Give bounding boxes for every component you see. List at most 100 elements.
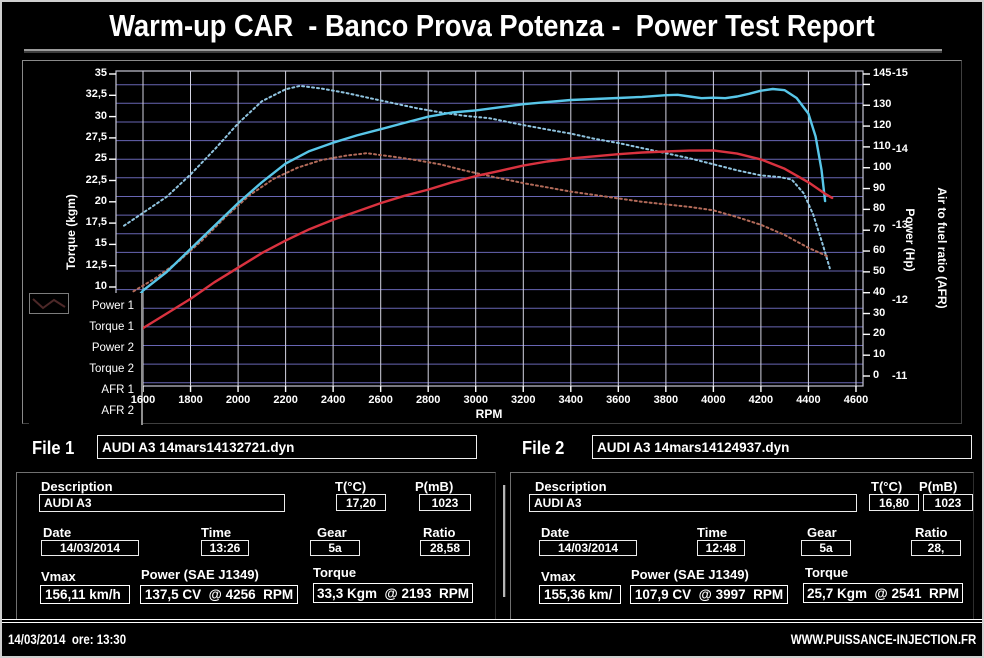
power-tick-label: 80 xyxy=(873,202,886,215)
legend-item-label: Torque 2 xyxy=(89,362,134,375)
afr-tick-label: -13 xyxy=(892,218,908,231)
pressure-value: 1023 xyxy=(923,494,973,511)
chart-legend: Power 1 Torque 1 Power 2 Torque 2 AFR 1 AFR 2 xyxy=(29,293,143,425)
ratio-label: Ratio xyxy=(915,525,948,540)
torque-peak-value: 33,3 Kgm @ 2193 RPM xyxy=(313,583,473,603)
time-value: 13:26 xyxy=(201,540,249,556)
rpm-tick-label: 2400 xyxy=(320,394,346,406)
vmax-label: Vmax xyxy=(41,569,76,584)
rpm-tick-label: 4000 xyxy=(701,394,726,406)
file1-label: File 1 xyxy=(32,438,75,458)
rpm-tick-label: 4600 xyxy=(843,394,869,406)
file2-name-field[interactable] xyxy=(592,435,972,459)
power-tick-label: 70 xyxy=(873,223,886,236)
pressure-value: 1023 xyxy=(419,494,471,511)
power-tick-label: 130 xyxy=(873,98,892,111)
chart-canvas xyxy=(109,70,870,392)
file2-label: File 2 xyxy=(522,438,565,458)
description-value: AUDI A3 xyxy=(529,494,857,512)
rpm-tick-label: 3400 xyxy=(558,394,584,406)
torque-tick-label: 10 xyxy=(94,280,107,292)
date-value: 14/03/2014 xyxy=(539,540,637,556)
torque-tick-label: 12,5 xyxy=(85,258,107,271)
power-tick-label: 30 xyxy=(873,306,886,319)
axis-ticks xyxy=(109,73,870,392)
temp-label: T(°C) xyxy=(871,479,903,494)
torque-tick-label: 32,5 xyxy=(85,88,107,101)
time-label: Time xyxy=(697,525,728,540)
power-tick-label: 120 xyxy=(873,119,892,132)
pressure-label: P(mB) xyxy=(919,479,958,494)
footer-website: WWW.PUISSANCE-INJECTION.FR xyxy=(790,631,976,647)
gear-label: Gear xyxy=(317,525,347,540)
torque-tick-label: 30 xyxy=(94,109,107,122)
power2-curve xyxy=(132,149,834,336)
description-label: Description xyxy=(535,479,607,494)
rpm-tick-label: 3800 xyxy=(653,394,679,406)
footer-bar: 14/03/2014 ore: 13:30 WWW.PUISSANCE-INJE… xyxy=(2,623,982,656)
power-sae-value: 137,5 CV @ 4256 RPM xyxy=(140,585,298,604)
plot-border xyxy=(115,70,864,387)
rpm-tick-label: 1800 xyxy=(178,394,203,406)
panel-divider xyxy=(503,485,505,597)
torque-tick-label: 35 xyxy=(94,67,107,79)
legend-item-label: Power 2 xyxy=(91,341,134,354)
vmax-value: 155,36 km/ xyxy=(539,585,621,604)
torque-tick-label: 20 xyxy=(94,194,107,207)
torque-tick-label: 22,5 xyxy=(85,173,107,186)
rpm-tick-label: 2000 xyxy=(225,394,251,406)
description-label: Description xyxy=(41,479,113,494)
temp-label: T(°C) xyxy=(335,479,367,494)
gear-value: 5a xyxy=(801,540,851,556)
power-tick-label: 40 xyxy=(873,285,886,298)
rpm-tick-label: 2600 xyxy=(368,394,393,406)
legend-swatch-afr-2 xyxy=(29,293,69,314)
rpm-tick-label: 3200 xyxy=(511,394,536,406)
rpm-tick-label: 2200 xyxy=(273,394,298,406)
legend-item-power-2: Power 2 xyxy=(29,293,141,358)
power-sae-label: Power (SAE J1349) xyxy=(631,567,749,582)
torque-tick-label: 25 xyxy=(94,152,107,165)
page-title: Warm-up CAR - Banco Prova Potenza - Powe… xyxy=(109,8,875,43)
power-tick-label: 100 xyxy=(873,160,892,173)
torque-peak-label: Torque xyxy=(805,565,849,580)
power1-curve xyxy=(129,87,827,307)
rpm-tick-label: 4200 xyxy=(748,394,774,406)
horizontal-gridlines xyxy=(116,84,863,384)
legend-item-afr-2: AFR 2 xyxy=(29,293,141,421)
power-tick-label: 145 xyxy=(873,67,892,79)
vertical-gridlines xyxy=(142,71,857,386)
power-tick-label: 60 xyxy=(873,244,886,257)
gear-value: 5a xyxy=(310,540,360,556)
legend-item-label: AFR 2 xyxy=(101,404,134,417)
ratio-value: 28, xyxy=(911,540,961,556)
legend-item-label: Torque 1 xyxy=(89,320,134,333)
power-sae-label: Power (SAE J1349) xyxy=(141,567,259,582)
rpm-tick-label: 1600 xyxy=(130,394,156,406)
power-tick-label: 90 xyxy=(873,181,886,194)
file1-name-field[interactable] xyxy=(97,435,477,459)
dyno-chart: Torque (kgm) Power (Hp) Air to fuel rati… xyxy=(22,60,962,425)
rpm-tick-label: 2800 xyxy=(415,394,441,406)
temp-value: 17,20 xyxy=(336,494,386,511)
date-label: Date xyxy=(541,525,570,540)
pressure-label: P(mB) xyxy=(415,479,454,494)
title-divider xyxy=(24,49,942,53)
legend-item-torque-2: Torque 2 xyxy=(29,293,141,379)
footer-divider xyxy=(2,619,982,623)
rpm-axis-title: RPM xyxy=(475,407,503,421)
temp-value: 16,80 xyxy=(869,494,919,511)
rpm-tick-label: 3000 xyxy=(463,394,488,406)
afr-tick-label: -15 xyxy=(892,67,908,79)
power-tick-label: 20 xyxy=(873,327,886,340)
date-label: Date xyxy=(43,525,72,540)
file2-panel: Description AUDI A3 T(°C) 16,80 P(mB) 10… xyxy=(510,472,974,620)
power-tick-label: 50 xyxy=(873,264,886,277)
power-sae-value: 107,9 CV @ 3997 RPM xyxy=(630,585,788,604)
rpm-tick-label: 3600 xyxy=(606,394,631,406)
torque1-curve xyxy=(123,84,831,270)
ratio-value: 28,58 xyxy=(420,540,470,556)
torque-peak-value: 25,7 Kgm @ 2541 RPM xyxy=(803,583,963,603)
legend-item-torque-1: Torque 1 xyxy=(29,293,141,337)
